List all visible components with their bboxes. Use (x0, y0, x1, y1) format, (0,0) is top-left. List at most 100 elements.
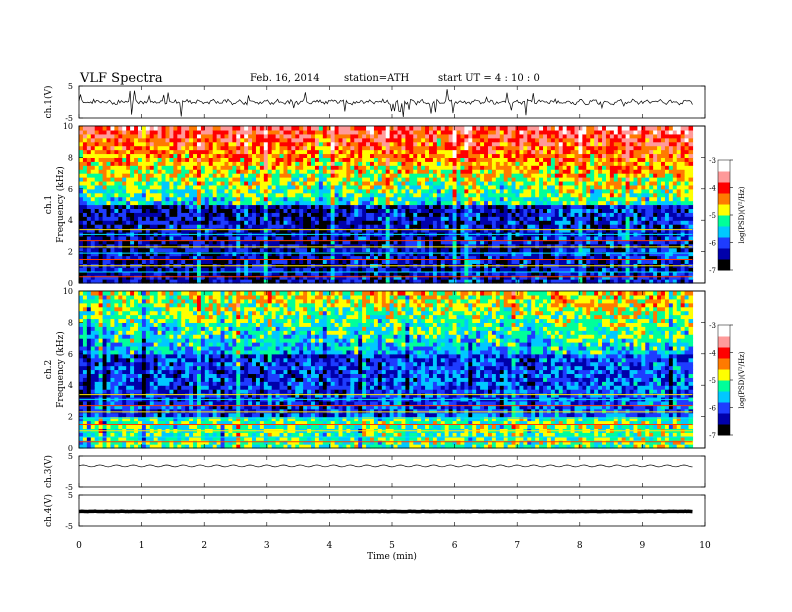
spectrogram-cell (193, 165, 198, 170)
spectrogram-cell (153, 157, 159, 162)
spectrogram-cell (79, 137, 84, 143)
spectrogram-cell (173, 228, 178, 233)
spectrogram-cell (193, 235, 198, 241)
spectrogram-cell (271, 157, 277, 162)
spectrogram-cell (491, 165, 497, 170)
spectrogram-cell (373, 129, 379, 135)
spectrogram-cell (338, 188, 344, 194)
spectrogram-cell (255, 247, 261, 253)
spectrogram-cell (362, 153, 367, 158)
spectrogram-cell (354, 133, 359, 139)
spectrogram-cell (153, 208, 159, 213)
spectrogram-cell (370, 200, 375, 206)
spectrogram-cell (165, 137, 171, 143)
spectrogram-cell (79, 141, 84, 147)
spectrogram-cell (448, 267, 454, 272)
spectrogram-cell (181, 204, 186, 210)
spectrogram-cell (169, 208, 174, 213)
spectrogram-cell (381, 126, 387, 131)
spectrogram-cell (232, 165, 237, 170)
spectrogram-cell (409, 247, 414, 253)
spectrogram-cell (421, 184, 426, 190)
spectrogram-cell (550, 275, 556, 280)
spectrogram-cell (224, 251, 230, 257)
spectrogram-cell (432, 184, 438, 190)
spectrogram-cell (196, 255, 202, 261)
spectrogram-cell (224, 145, 230, 151)
spectrogram-cell (535, 157, 540, 162)
spectrogram-cell (122, 216, 127, 221)
spectrogram-cell (381, 169, 387, 174)
spectrogram-cell (326, 224, 332, 229)
spectrogram-cell (204, 267, 210, 272)
spectrogram-cell (130, 243, 135, 249)
spectrogram-cell (82, 126, 88, 131)
spectrogram-cell (429, 279, 434, 284)
spectrogram-cell (432, 145, 438, 151)
spectrogram-cell (90, 149, 96, 155)
spectrogram-cell (118, 247, 123, 253)
spectrogram-cell (515, 137, 521, 143)
spectrogram-cell (263, 267, 269, 272)
spectrogram-cell (79, 239, 84, 245)
spectrogram-cell (204, 180, 210, 186)
spectrogram-cell (149, 149, 155, 155)
spectrogram-cell (307, 267, 312, 272)
spectrogram-cell (295, 204, 300, 210)
spectrogram-cell (381, 177, 387, 182)
spectrogram-cell (503, 192, 509, 198)
spectrogram-cell (181, 149, 186, 155)
spectrogram-cell (322, 235, 328, 241)
spectrogram-cell (515, 204, 521, 210)
spectrogram-cell (252, 259, 257, 264)
spectrogram-cell (259, 204, 265, 210)
spectrogram-cell (523, 169, 528, 174)
spectrogram-cell (476, 228, 481, 233)
spectrogram-cell (181, 169, 186, 174)
spectrogram-cell (417, 271, 422, 276)
spectrogram-cell (425, 275, 430, 280)
spectrogram-cell (90, 267, 96, 272)
spectrogram-cell (149, 184, 155, 190)
spectrogram-cell (413, 129, 418, 135)
spectrogram-cell (137, 145, 143, 151)
spectrogram-cell (248, 259, 253, 264)
spectrogram-cell (334, 259, 340, 264)
spectrogram-cell (110, 228, 115, 233)
spectrogram-cell (535, 267, 540, 272)
spectrogram-cell (448, 149, 454, 155)
spectrogram-cell (232, 196, 237, 202)
spectrogram-cell (134, 212, 139, 217)
spectrogram-cell (114, 279, 119, 284)
spectrogram-cell (295, 220, 300, 225)
spectrogram-cell (303, 177, 308, 182)
spectrogram-cell (393, 216, 399, 221)
spectrogram-cell (259, 169, 265, 174)
spectrogram-cell (252, 267, 257, 272)
spectrogram-cell (228, 216, 233, 221)
spectrogram-cell (550, 220, 556, 225)
spectrogram-cell (98, 157, 104, 162)
spectrogram-cell (255, 275, 261, 280)
spectrogram-cell (193, 188, 198, 194)
spectrogram-cell (421, 279, 426, 284)
spectrogram-cell (546, 279, 552, 284)
spectrogram-cell (539, 208, 544, 213)
spectrogram-cell (149, 212, 155, 217)
spectrogram-cell (240, 165, 245, 170)
spectrogram-cell (208, 137, 214, 143)
spectrogram-cell (287, 133, 292, 139)
spectrogram-cell (366, 216, 371, 221)
spectrogram-cell (303, 216, 308, 221)
spectrogram-cell (350, 184, 355, 190)
spectrogram-cell (248, 271, 253, 276)
spectrogram-cell (303, 153, 308, 158)
spectrogram-cell (200, 204, 206, 210)
spectrogram-cell (181, 247, 186, 253)
spectrogram-cell (114, 192, 119, 198)
spectrogram-cell (543, 275, 548, 280)
spectrogram-cell (216, 141, 222, 147)
spectrogram-cell (291, 275, 296, 280)
spectrogram-cell (169, 228, 174, 233)
spectrogram-cell (216, 204, 222, 210)
